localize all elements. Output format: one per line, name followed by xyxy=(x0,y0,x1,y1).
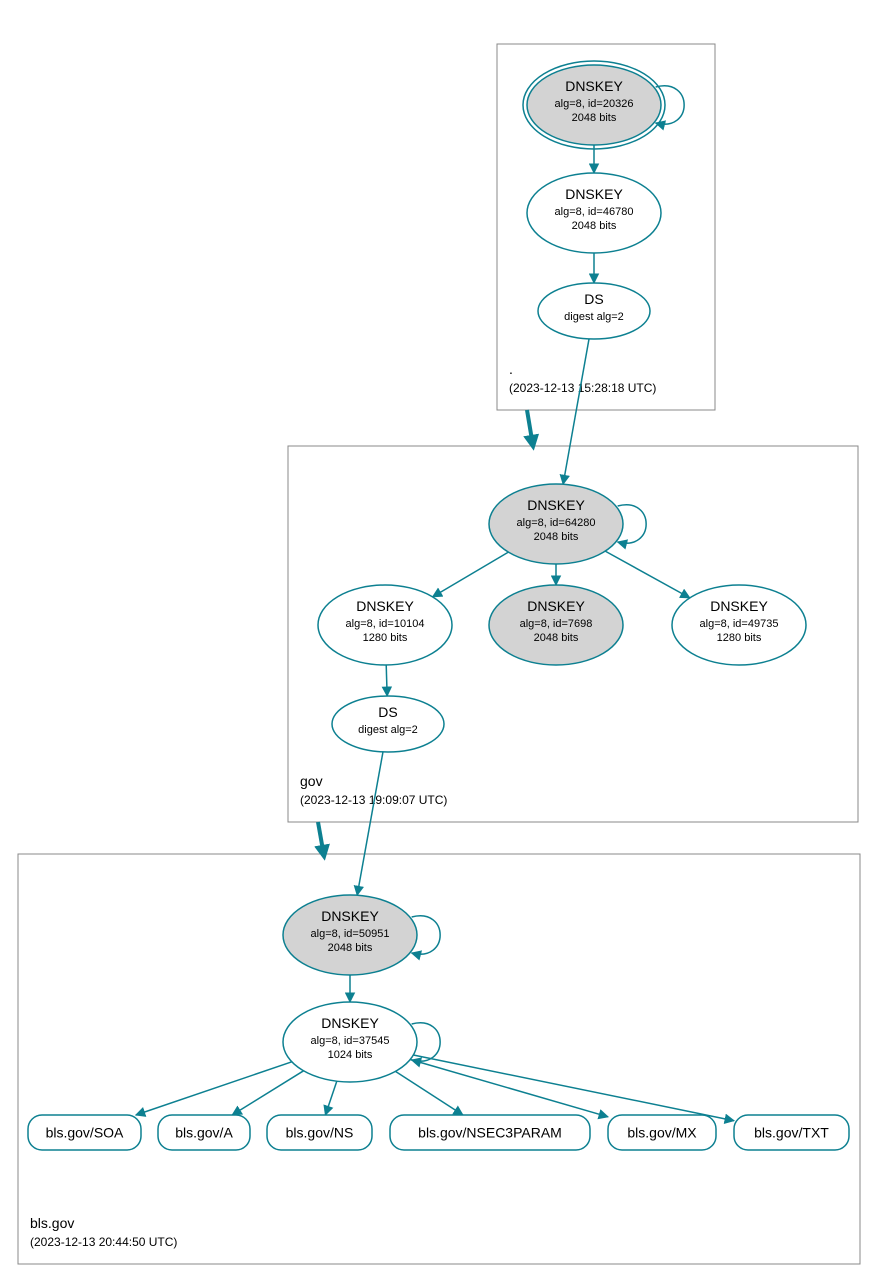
node-gov-zsk-7698: DNSKEY alg=8, id=7698 2048 bits xyxy=(489,585,623,665)
zone-timestamp-root: (2023-12-13 15:28:18 UTC) xyxy=(509,381,656,395)
edge-gov-zsk-10104-gov-ds xyxy=(386,665,387,696)
node-text-rr-nsec3: bls.gov/NSEC3PARAM xyxy=(418,1125,562,1141)
node-gov-zsk-49735: DNSKEY alg=8, id=49735 1280 bits xyxy=(672,585,806,665)
node-rr-nsec3: bls.gov/NSEC3PARAM xyxy=(390,1115,590,1150)
edge-root-ds-gov-ksk xyxy=(563,339,589,484)
edge-gov-ds-bls-ksk xyxy=(357,752,383,895)
node-text-rr-soa: bls.gov/SOA xyxy=(46,1125,124,1141)
node-text-root-ksk-1: alg=8, id=20326 xyxy=(555,98,634,110)
node-text-rr-mx: bls.gov/MX xyxy=(627,1125,697,1141)
node-text-gov-zsk-49735-1: alg=8, id=49735 xyxy=(700,618,779,630)
edge-gov-ksk-gov-zsk-49735 xyxy=(605,551,690,598)
node-text-gov-zsk-7698-0: DNSKEY xyxy=(527,598,585,614)
zone-label-blsgov: bls.gov xyxy=(30,1215,74,1231)
edge-bls-zsk-rr-txt xyxy=(413,1055,734,1121)
node-text-bls-zsk-1: alg=8, id=37545 xyxy=(311,1035,390,1047)
node-text-root-ksk-0: DNSKEY xyxy=(565,78,623,94)
node-rr-ns: bls.gov/NS xyxy=(267,1115,372,1150)
node-text-root-zsk-2: 2048 bits xyxy=(572,220,617,232)
node-text-bls-ksk-0: DNSKEY xyxy=(321,908,379,924)
node-text-gov-ds-1: digest alg=2 xyxy=(358,724,418,736)
node-text-rr-a: bls.gov/A xyxy=(175,1125,233,1141)
node-text-root-ds-0: DS xyxy=(584,291,603,307)
node-text-root-zsk-1: alg=8, id=46780 xyxy=(555,206,634,218)
node-gov-zsk-10104: DNSKEY alg=8, id=10104 1280 bits xyxy=(318,585,452,665)
node-root-ksk: DNSKEY alg=8, id=20326 2048 bits xyxy=(523,61,665,149)
node-rr-txt: bls.gov/TXT xyxy=(734,1115,849,1150)
zone-box-blsgov xyxy=(18,854,860,1264)
zone-entry-arrow-gov xyxy=(527,410,533,446)
node-text-gov-zsk-7698-1: alg=8, id=7698 xyxy=(520,618,593,630)
node-bls-ksk: DNSKEY alg=8, id=50951 2048 bits xyxy=(283,895,417,975)
edge-bls-zsk-rr-ns xyxy=(325,1081,336,1115)
node-text-gov-zsk-10104-0: DNSKEY xyxy=(356,598,414,614)
node-text-gov-zsk-10104-2: 1280 bits xyxy=(363,632,408,644)
zone-label-gov: gov xyxy=(300,773,323,789)
node-root-ds: DS digest alg=2 xyxy=(538,283,650,339)
node-rr-a: bls.gov/A xyxy=(158,1115,250,1150)
zone-timestamp-blsgov: (2023-12-13 20:44:50 UTC) xyxy=(30,1235,177,1249)
node-text-bls-zsk-2: 1024 bits xyxy=(328,1049,373,1061)
node-bls-zsk: DNSKEY alg=8, id=37545 1024 bits xyxy=(283,1002,417,1082)
edge-bls-zsk-rr-a xyxy=(232,1071,303,1115)
node-text-bls-ksk-2: 2048 bits xyxy=(328,942,373,954)
node-text-gov-ds-0: DS xyxy=(378,704,397,720)
node-text-gov-zsk-49735-0: DNSKEY xyxy=(710,598,768,614)
node-text-rr-ns: bls.gov/NS xyxy=(286,1125,354,1141)
node-text-bls-zsk-0: DNSKEY xyxy=(321,1015,379,1031)
edge-gov-ksk-gov-zsk-10104 xyxy=(433,552,509,597)
node-text-gov-zsk-10104-1: alg=8, id=10104 xyxy=(346,618,425,630)
node-text-gov-zsk-7698-2: 2048 bits xyxy=(534,632,579,644)
node-gov-ds: DS digest alg=2 xyxy=(332,696,444,752)
zone-label-root: . xyxy=(509,361,513,377)
node-text-bls-ksk-1: alg=8, id=50951 xyxy=(311,928,390,940)
node-text-gov-ksk-0: DNSKEY xyxy=(527,497,585,513)
node-text-root-ksk-2: 2048 bits xyxy=(572,112,617,124)
zone-entry-arrow-blsgov xyxy=(318,822,324,856)
node-text-root-ds-1: digest alg=2 xyxy=(564,311,624,323)
node-root-zsk: DNSKEY alg=8, id=46780 2048 bits xyxy=(527,173,661,253)
node-text-gov-zsk-49735-2: 1280 bits xyxy=(717,632,762,644)
node-text-gov-ksk-2: 2048 bits xyxy=(534,531,579,543)
node-text-rr-txt: bls.gov/TXT xyxy=(754,1125,829,1141)
dnssec-diagram: . (2023-12-13 15:28:18 UTC) gov (2023-12-13… xyxy=(0,0,876,1278)
node-text-gov-ksk-1: alg=8, id=64280 xyxy=(517,517,596,529)
node-text-root-zsk-0: DNSKEY xyxy=(565,186,623,202)
node-gov-ksk: DNSKEY alg=8, id=64280 2048 bits xyxy=(489,484,623,564)
edge-bls-zsk-rr-nsec3 xyxy=(395,1071,462,1115)
edge-bls-zsk-rr-soa xyxy=(136,1062,292,1115)
node-rr-soa: bls.gov/SOA xyxy=(28,1115,141,1150)
node-rr-mx: bls.gov/MX xyxy=(608,1115,716,1150)
